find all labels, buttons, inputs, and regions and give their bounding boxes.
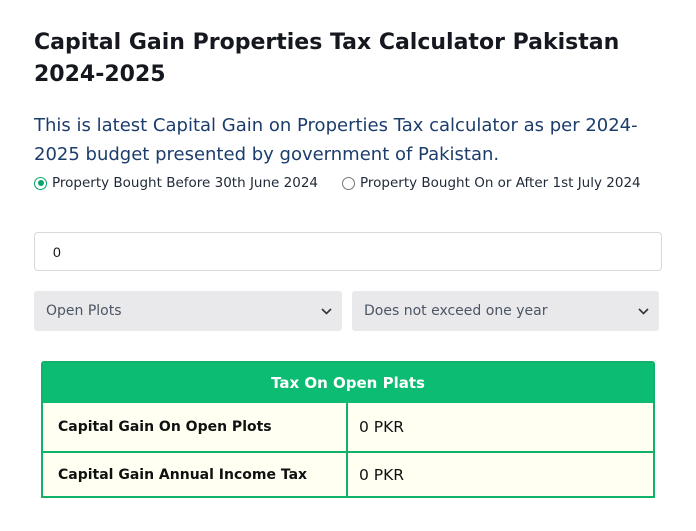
table-header: Tax On Open Plats: [43, 363, 653, 403]
radio-after-july-2024[interactable]: Property Bought On or After 1st July 202…: [342, 175, 641, 191]
page-description: This is latest Capital Gain on Propertie…: [34, 115, 638, 165]
chevron-down-icon: [638, 307, 649, 315]
table-row: Capital Gain On Open Plots 0 PKR: [43, 403, 653, 451]
page-title: Capital Gain Properties Tax Calculator P…: [34, 30, 620, 87]
row-label: Capital Gain On Open Plots: [43, 403, 348, 451]
radio-label-before: Property Bought Before 30th June 2024: [52, 175, 318, 191]
holding-period-selected: Does not exceed one year: [364, 303, 548, 319]
property-type-select[interactable]: Open Plots: [34, 291, 342, 331]
row-value: 0 PKR: [359, 417, 405, 436]
row-value: 0 PKR: [359, 466, 405, 485]
row-label: Capital Gain Annual Income Tax: [43, 452, 348, 496]
radio-before-june-2024[interactable]: Property Bought Before 30th June 2024: [34, 175, 318, 191]
purchase-date-radio-group: Property Bought Before 30th June 2024 Pr…: [34, 175, 684, 191]
holding-period-select[interactable]: Does not exceed one year: [352, 291, 659, 331]
amount-input-value: 0: [53, 243, 61, 260]
property-type-selected: Open Plots: [46, 303, 122, 319]
radio-label-after: Property Bought On or After 1st July 202…: [360, 175, 641, 191]
radio-unchecked-icon[interactable]: [342, 176, 355, 190]
table-row: Capital Gain Annual Income Tax 0 PKR: [43, 450, 653, 496]
chevron-down-icon: [321, 307, 332, 315]
radio-checked-icon[interactable]: [34, 176, 47, 190]
capital-gain-amount-input[interactable]: 0: [34, 232, 662, 271]
tax-result-table: Tax On Open Plats Capital Gain On Open P…: [41, 361, 655, 498]
